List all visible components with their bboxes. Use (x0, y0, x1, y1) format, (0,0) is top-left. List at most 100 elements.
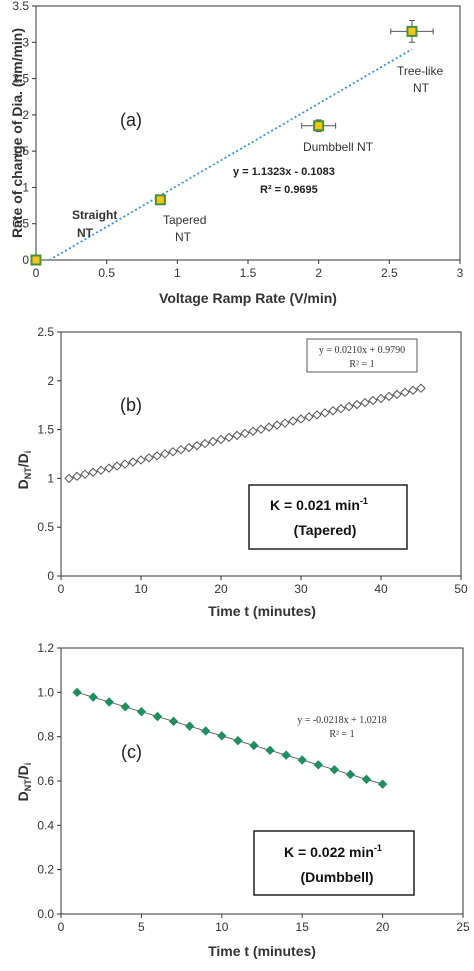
data-point (152, 451, 162, 461)
data-point (345, 769, 356, 780)
data-point (136, 706, 147, 717)
data-point (320, 408, 330, 418)
data-point (160, 449, 170, 459)
data-point (392, 389, 402, 400)
data-point (104, 463, 114, 473)
data-point (64, 473, 74, 484)
panel-c-x-tick-label: 20 (376, 920, 390, 934)
data-point (312, 410, 322, 420)
panel-b-plot-area (60, 331, 462, 577)
panel-b-x-tick-label: 20 (214, 582, 228, 596)
data-point (168, 716, 179, 727)
panel-b-y-tick-label: 0.5 (37, 520, 54, 534)
panel-a-y-tick-label: 0.5 (12, 217, 29, 231)
panel-c-x-tick-label: 25 (456, 920, 470, 934)
panel-b-x-tick-label: 40 (374, 582, 388, 596)
point-label-dumbbell: Dumbbell NT (303, 140, 374, 154)
panel-c-y-sub2: i (23, 763, 33, 766)
panel-c-k-text: K = 0.022 min (284, 844, 374, 860)
data-point (88, 692, 98, 702)
panel-a-y-tick-label: 1.5 (12, 144, 29, 158)
panel-a-trendline (49, 48, 413, 261)
data-point (368, 395, 378, 406)
panel-a-x-tick-label: 1.5 (240, 266, 257, 280)
data-point (208, 436, 218, 447)
data-point (88, 467, 98, 477)
panel-b-k-value: K = 0.021 min-1 (270, 496, 368, 513)
panel-c-label: (c) (121, 742, 142, 762)
panel-a-r2: R² = 0.9695 (260, 184, 318, 196)
data-point (248, 426, 258, 436)
panel-a-y-tick-label: 3 (22, 35, 29, 49)
panel-b-x-tick-label: 50 (454, 582, 468, 596)
panel-a-y-tick-label: 1 (22, 180, 29, 194)
panel-c-y-axis-label: DNT/Di (15, 763, 33, 802)
data-point (96, 465, 106, 475)
panel-a-label: (a) (120, 110, 142, 130)
panel-a-y-tick-label: 3.5 (12, 0, 29, 13)
data-point (288, 416, 298, 426)
data-point (240, 428, 250, 439)
data-point (144, 453, 154, 463)
data-point (192, 440, 202, 451)
data-point (400, 387, 410, 398)
svg-text:DNT/Di: DNT/Di (15, 763, 33, 802)
data-point (360, 397, 370, 408)
data-point (265, 745, 275, 756)
data-point (329, 764, 340, 775)
data-point (406, 25, 418, 37)
panel-b-k-box (248, 484, 408, 550)
panel-c-chart: 0.0 0.2 0.4 0.6 0.8 1.0 1.2 0 5 10 15 20 25 (c) y =… (15, 641, 470, 959)
panel-a-x-tick-label: 0.5 (98, 266, 115, 280)
panel-b-equation: y = 0.0210x + 0.9790 (319, 345, 405, 356)
data-point (408, 385, 418, 395)
point-label-tapered-line1: Tapered (163, 213, 206, 227)
panel-a-x-tick-label: 1 (174, 266, 181, 280)
panel-b-k-sup: -1 (360, 496, 368, 506)
panel-c-x-tick-label: 10 (215, 920, 229, 934)
panel-b-equation-box (306, 338, 418, 373)
panel-b-y-tick-label: 1 (47, 471, 54, 485)
panel-c-y-tick-label: 0.2 (37, 863, 54, 877)
data-point (313, 760, 323, 770)
panel-c-y-sub1: NT (23, 779, 33, 791)
data-point (296, 414, 306, 424)
data-point (80, 469, 90, 480)
data-point (30, 254, 42, 266)
data-point (297, 755, 307, 765)
panel-c-y-tick-label: 1.2 (37, 641, 54, 655)
data-point (224, 432, 234, 443)
data-point (136, 455, 146, 465)
panel-a-y-tick-label: 2.5 (12, 72, 29, 86)
panel-b-y-sub1: NT (23, 467, 33, 479)
panel-c-equation: y = -0.0218x + 1.0218 (297, 715, 387, 726)
panel-c-y-tick-label: 1.0 (37, 685, 54, 699)
data-point (184, 721, 195, 731)
panel-b-y-tick-label: 0 (47, 569, 54, 583)
data-point (280, 418, 290, 428)
panel-c-k-label: (Dumbbell) (300, 869, 373, 885)
data-point (249, 740, 259, 751)
data-point (152, 711, 163, 722)
point-label-straight-line2: NT (77, 226, 94, 240)
point-label-treelike-line2: NT (413, 81, 430, 95)
data-point (361, 774, 372, 785)
data-point (72, 687, 82, 698)
panel-a-x-tick-label: 2.5 (381, 266, 398, 280)
panel-c-y-tick-label: 0.0 (37, 907, 54, 921)
data-point (256, 424, 266, 434)
data-point (128, 457, 138, 467)
panel-b-chart: 0 0.5 1 1.5 2 2.5 0 10 20 30 40 50 (b) y = 0.0210x… (15, 325, 468, 619)
data-point (264, 422, 274, 432)
data-point (233, 735, 243, 746)
data-point (416, 383, 426, 393)
panel-b-y-axis-label: DNT/Di (15, 451, 33, 490)
point-label-tapered-line2: NT (175, 230, 192, 244)
data-point (352, 399, 362, 410)
panel-a-chart: 0 0.5 1 1.5 2 2.5 3 3.5 0 0.5 1 1.5 2 2.5 3 (a) y = 1… (9, 0, 464, 306)
panel-c-y-tick-label: 0.6 (37, 774, 54, 788)
panel-c-x-axis-label: Time t (minutes) (208, 943, 316, 959)
data-point (120, 459, 130, 469)
panel-b-y-sub2: i (23, 451, 33, 454)
